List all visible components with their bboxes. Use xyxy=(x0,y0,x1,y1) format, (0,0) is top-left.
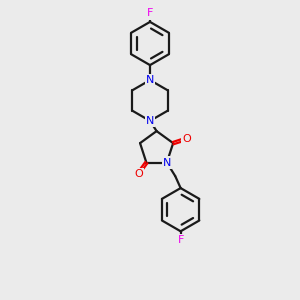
Text: N: N xyxy=(163,158,171,168)
Text: N: N xyxy=(146,75,154,85)
Text: F: F xyxy=(147,8,153,19)
Text: O: O xyxy=(134,169,142,179)
Text: F: F xyxy=(177,235,184,245)
Text: O: O xyxy=(182,134,190,144)
Text: N: N xyxy=(146,116,154,126)
